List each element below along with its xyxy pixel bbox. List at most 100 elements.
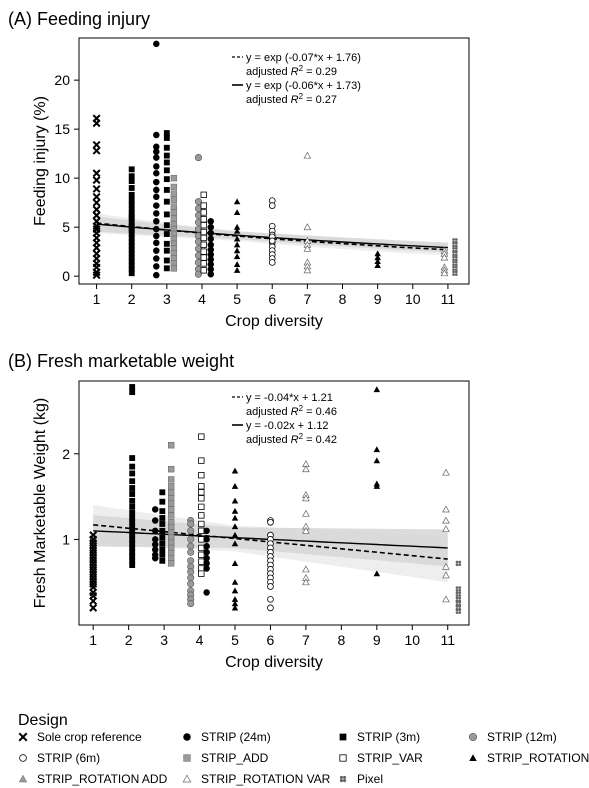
a-point-strip3 [128, 166, 135, 173]
strip12-legend-icon [468, 732, 478, 742]
b-point-strip12 [187, 574, 195, 582]
x-tick-label: 10 [404, 632, 420, 648]
a-point-strip3 [163, 265, 170, 272]
b-point-strip3 [129, 389, 136, 396]
a-point-strip3 [163, 135, 170, 141]
b-point-strip24 [203, 536, 210, 543]
a-point-strip24 [153, 255, 160, 262]
b-point-strip3 [159, 515, 166, 521]
a-point-var [200, 267, 207, 274]
x-tick-label: 11 [441, 291, 456, 307]
a-point-strip24 [207, 246, 215, 253]
a-point-strip3 [163, 167, 170, 174]
b-point-add [168, 500, 175, 507]
b-point-strip24 [151, 517, 159, 524]
a-point-rotation [374, 258, 381, 265]
a-point-var [200, 222, 207, 229]
b-point-strip24 [203, 554, 210, 562]
b-point-strip24 [203, 542, 210, 550]
x-tick-label: 9 [373, 632, 381, 648]
legend-items: Sole crop reference STRIP (24m) STRIP (3m)… [18, 730, 589, 786]
b-point-rotvar [442, 505, 450, 513]
panel-a-title: (A) Feeding injury [8, 9, 150, 29]
b-point-rotvar [302, 465, 310, 473]
b-point-pixel [455, 591, 462, 597]
b-point-strip3 [159, 521, 166, 527]
a-point-rotvar [303, 266, 312, 274]
panel-b-x-label: Crop diversity [225, 654, 323, 671]
a-point-rotation [374, 254, 381, 261]
panel-a-ann-r2-2: adjusted R2 = 0.27 [246, 92, 337, 107]
b-point-var [198, 527, 205, 534]
legend-item-var: STRIP_VAR [339, 751, 423, 765]
b-point-var [198, 570, 205, 577]
panel-b-annotation: y = -0.04*x + 1.21 adjusted R2 = 0.46 y … [232, 392, 337, 446]
b-point-strip3 [129, 497, 136, 504]
legend-label: Sole crop reference [37, 730, 142, 744]
b-point-rotation [231, 600, 239, 607]
b-point-var [198, 544, 205, 552]
a-point-strip24 [153, 148, 160, 155]
legend-item-rotation: STRIP_ROTATION [469, 751, 589, 765]
a-point-strip3 [163, 130, 170, 136]
panel-b-y-ticks: 12 [62, 446, 79, 547]
panel-a-ann-eq-1: y = exp (-0.07*x + 1.76) [246, 52, 361, 64]
b-point-strip3 [159, 551, 166, 558]
b-point-var [198, 536, 205, 543]
a-point-add [170, 190, 178, 198]
a-point-rotvar [440, 269, 449, 277]
a-point-strip24 [207, 256, 215, 263]
a-point-strip3 [128, 196, 135, 203]
b-point-strip3 [129, 503, 136, 510]
a-point-strip12 [194, 154, 203, 162]
a-point-strip24 [153, 247, 160, 254]
b-point-strip3 [129, 384, 136, 390]
legend-item-strip24: STRIP (24m) [183, 730, 271, 744]
legend-title: Design [18, 712, 68, 729]
b-point-strip3 [159, 546, 166, 553]
b-point-rotation [231, 560, 239, 566]
legend-item-add: STRIP_ADD [183, 751, 269, 765]
a-point-add [170, 265, 178, 272]
b-point-strip3 [129, 536, 136, 543]
legend-item-rotadd: STRIP_ROTATION ADD [18, 772, 168, 786]
b-point-rotation [231, 604, 239, 611]
b-point-strip3 [129, 519, 136, 526]
x-tick-label: 2 [128, 291, 136, 307]
a-point-var [200, 248, 207, 255]
b-point-rotation [231, 514, 239, 521]
b-point-strip3 [129, 553, 136, 560]
a-point-strip3 [163, 231, 170, 237]
legend-item-strip6: STRIP (6m) [19, 751, 100, 765]
panel-a: (A) Feeding injury 1 2 3 4 5 6 7 8 9 10 11 0 5 10 15 2… [8, 9, 470, 330]
panel-a-ann-r2-1: adjusted R2 = 0.29 [246, 64, 337, 79]
b-point-add [168, 506, 175, 513]
b-point-strip3 [159, 527, 166, 534]
a-point-sole [92, 184, 101, 193]
a-point-strip24 [153, 178, 160, 186]
b-point-strip6 [267, 518, 274, 526]
b-point-add [168, 466, 175, 473]
panel-b: (B) Fresh marketable weight 1 2 3 4 5 6 7 8 9 10 1… [8, 351, 470, 671]
a-point-strip6 [268, 202, 276, 209]
a-point-rotation [233, 267, 241, 273]
y-tick-label: 10 [54, 170, 70, 186]
x-tick-label: 1 [93, 291, 101, 307]
b-point-strip6 [267, 604, 274, 612]
y-tick-label: 20 [54, 72, 70, 88]
a-point-strip3 [128, 235, 135, 241]
a-point-pixel [452, 255, 458, 262]
b-point-strip3 [129, 532, 136, 539]
b-point-strip3 [129, 491, 136, 497]
a-point-strip24 [207, 266, 215, 273]
legend-label: STRIP_VAR [357, 751, 423, 765]
b-point-var [198, 503, 205, 511]
a-point-strip3 [128, 178, 135, 185]
a-point-pixel [452, 242, 458, 248]
a-point-strip3 [128, 185, 135, 191]
x-tick-label: 9 [374, 291, 382, 307]
panel-a-x-label: Crop diversity [225, 313, 323, 330]
b-point-sole [89, 603, 98, 612]
a-point-add [170, 174, 178, 182]
a-point-strip3 [128, 262, 135, 269]
